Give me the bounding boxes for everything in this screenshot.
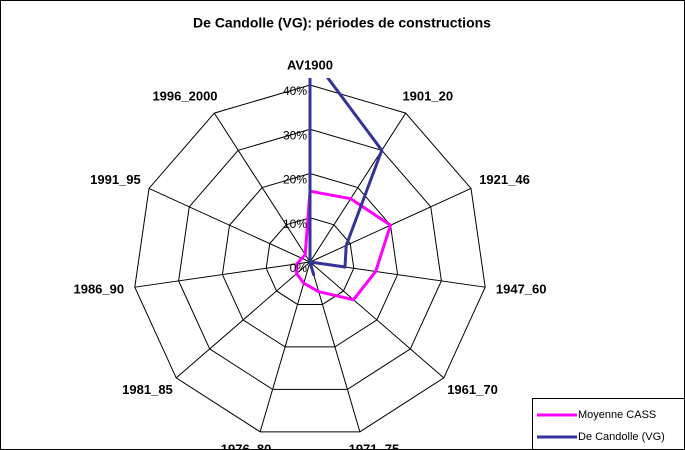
- legend: Moyenne CASS De Candolle (VG): [537, 409, 665, 443]
- y-tick-label: 20%: [283, 173, 307, 187]
- y-tick-label: 10%: [283, 217, 307, 231]
- y-tick-label: 40%: [283, 84, 307, 98]
- labels: 0% 10% 20% 30% 40% AV1900 1901_20 1921_46 1947_6…: [73, 57, 546, 450]
- legend-box: [532, 398, 685, 450]
- axis-spoke: [134, 261, 311, 288]
- category-label: 1976_80: [221, 441, 272, 450]
- series-group: [295, 78, 392, 302]
- chart-title: De Candolle (VG): périodes de constructi…: [193, 15, 491, 31]
- axis-spoke: [309, 112, 407, 263]
- category-label: AV1900: [287, 57, 333, 72]
- axis-spoke: [259, 261, 311, 432]
- grid-line: [221, 172, 399, 348]
- series-line: [295, 189, 392, 302]
- category-label: 1921_46: [479, 172, 530, 187]
- legend-label: Moyenne CASS: [578, 409, 656, 421]
- category-label: 1947_60: [496, 281, 547, 296]
- y-tick-label: 0%: [290, 261, 308, 275]
- y-tick-label: 30%: [283, 128, 307, 142]
- category-label: 1991_95: [90, 172, 141, 187]
- axis-spoke: [148, 188, 311, 263]
- series-line: [308, 78, 384, 277]
- category-label: 1981_85: [122, 382, 173, 397]
- radar-grid: [134, 84, 486, 433]
- category-label: 1986_90: [73, 281, 124, 296]
- legend-label: De Candolle (VG): [578, 431, 665, 443]
- grid-line: [178, 128, 442, 390]
- axis-spoke: [213, 112, 311, 263]
- category-label: 1961_70: [447, 382, 498, 397]
- grid-line: [134, 84, 486, 433]
- axis-spoke: [309, 261, 445, 379]
- category-label: 1996_2000: [152, 89, 217, 104]
- axis-spoke: [175, 261, 311, 379]
- category-label: 1901_20: [402, 89, 453, 104]
- category-label: 1971_75: [349, 441, 400, 450]
